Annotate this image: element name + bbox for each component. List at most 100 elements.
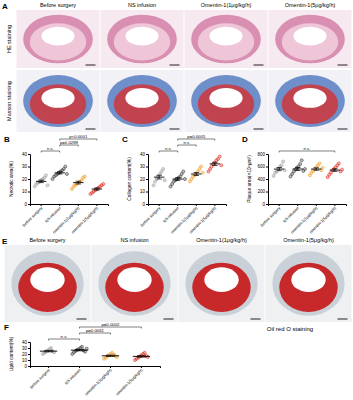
error-cap [194, 175, 199, 176]
x-tick-mark [41, 204, 42, 206]
data-point [220, 164, 223, 167]
image-background [185, 70, 268, 132]
y-tick: 40 [22, 152, 30, 157]
scale-bar [170, 65, 180, 66]
x-axis-line [31, 205, 109, 207]
y-tick-label: 0 [24, 202, 27, 207]
x-tick-mark [214, 204, 215, 206]
error-bar [297, 168, 298, 171]
y-axis-title: Collagen content(%) [127, 157, 132, 201]
column-header: Omentin-1(1μg/kg/h) [201, 2, 252, 8]
y-tick: 600 [257, 164, 268, 169]
y-tick-label: 20 [140, 177, 146, 182]
error-cap [276, 167, 281, 168]
data-point [85, 347, 88, 350]
lumen [291, 267, 325, 292]
y-tick: 0 [24, 202, 30, 207]
error-bar [41, 180, 42, 183]
scale-bar [254, 129, 264, 130]
significance-label: p=0.0005 [187, 134, 206, 139]
x-tick-label: NS infusion [162, 206, 180, 224]
x-tick: Before surgery [21, 204, 43, 228]
y-tick-label: 0 [262, 202, 265, 207]
histology-image [269, 70, 352, 132]
significance-label: n.s. [61, 334, 68, 339]
mean-line [311, 169, 321, 170]
x-axis: Before surgeryNS infusionomentin-1(1μg/k… [29, 366, 161, 396]
y-tick: 10 [22, 189, 30, 194]
y-axis-line [28, 155, 31, 205]
y-tick-label: 10 [22, 189, 28, 194]
x-axis: Before surgeryNS infusionomentin-1(1μg/k… [259, 204, 346, 234]
data-point [280, 164, 283, 167]
data-point [303, 168, 306, 171]
y-tick-label: 40 [22, 152, 28, 157]
y-tick: 20 [22, 352, 30, 357]
data-point [46, 184, 49, 187]
vessel-wall [107, 15, 177, 64]
y-tick-label: 40 [22, 340, 28, 345]
histology-image [92, 245, 178, 322]
plaque [18, 263, 76, 312]
mean-line [191, 174, 201, 175]
y-tick-mark [266, 204, 268, 205]
panel-label: F [4, 323, 9, 332]
lumen [125, 88, 158, 108]
y-tick: 10 [22, 358, 30, 363]
error-cap [295, 170, 300, 171]
lumen [209, 27, 242, 46]
error-cap [194, 172, 199, 173]
column-header: Omentin-1(5μg/kg/h) [283, 237, 334, 243]
y-tick-label: 30 [22, 346, 28, 351]
histology-image [179, 245, 265, 322]
plaque [114, 23, 170, 60]
data-point [64, 165, 67, 168]
data-point [163, 179, 166, 182]
scale-bar [251, 319, 261, 320]
significance-bracket [159, 151, 178, 153]
image-background [266, 245, 352, 322]
significance-label: p=0.0061 [86, 328, 105, 333]
plaque [30, 84, 86, 124]
x-tick-label: omentin-1(1μg/kg/h) [84, 367, 113, 396]
data-point [200, 165, 203, 168]
chart: D0200400600800Plaque area(×10⁴μm²)Before… [242, 135, 347, 234]
y-tick: 200 [257, 189, 268, 194]
scale-bar [86, 129, 96, 130]
error-cap [212, 165, 217, 166]
x-axis-line [269, 205, 347, 207]
panel-label: A [2, 2, 8, 11]
x-tick-mark [316, 204, 317, 206]
y-tick: 30 [140, 164, 148, 169]
vessel-wall [272, 251, 344, 316]
mean-line [73, 182, 83, 183]
data-point [321, 166, 324, 169]
mean-line [36, 181, 46, 182]
data-point [143, 351, 146, 354]
x-tick-label: NS infusion [282, 206, 300, 224]
error-cap [295, 167, 300, 168]
y-tick-label: 600 [257, 164, 265, 169]
x-tick-label: NS infusion [64, 368, 82, 386]
y-axis-line [28, 343, 31, 367]
x-axis: Before surgeryNS infusionomentin-1(1μg/k… [21, 204, 108, 234]
y-tick-label: 400 [257, 177, 265, 182]
plot-marks [40, 345, 150, 361]
error-bar [316, 168, 317, 171]
column-header: Before surgery [29, 237, 65, 243]
plaque [198, 23, 254, 60]
significance-bracket [60, 145, 79, 147]
significance-label: n.s. [165, 146, 172, 151]
y-tick-label: 20 [22, 177, 28, 182]
panel-label: D [242, 135, 248, 144]
image-background [92, 245, 178, 322]
vessel-wall [107, 75, 177, 127]
data-point [83, 175, 86, 178]
error-cap [332, 168, 337, 169]
x-axis-line [31, 367, 161, 369]
significance-bracket [279, 151, 335, 153]
row-label: Masson staining [6, 81, 12, 121]
plaque [282, 84, 338, 124]
chart: F010203040Lipid content(%)Before surgery… [4, 322, 161, 396]
error-cap [75, 350, 84, 351]
